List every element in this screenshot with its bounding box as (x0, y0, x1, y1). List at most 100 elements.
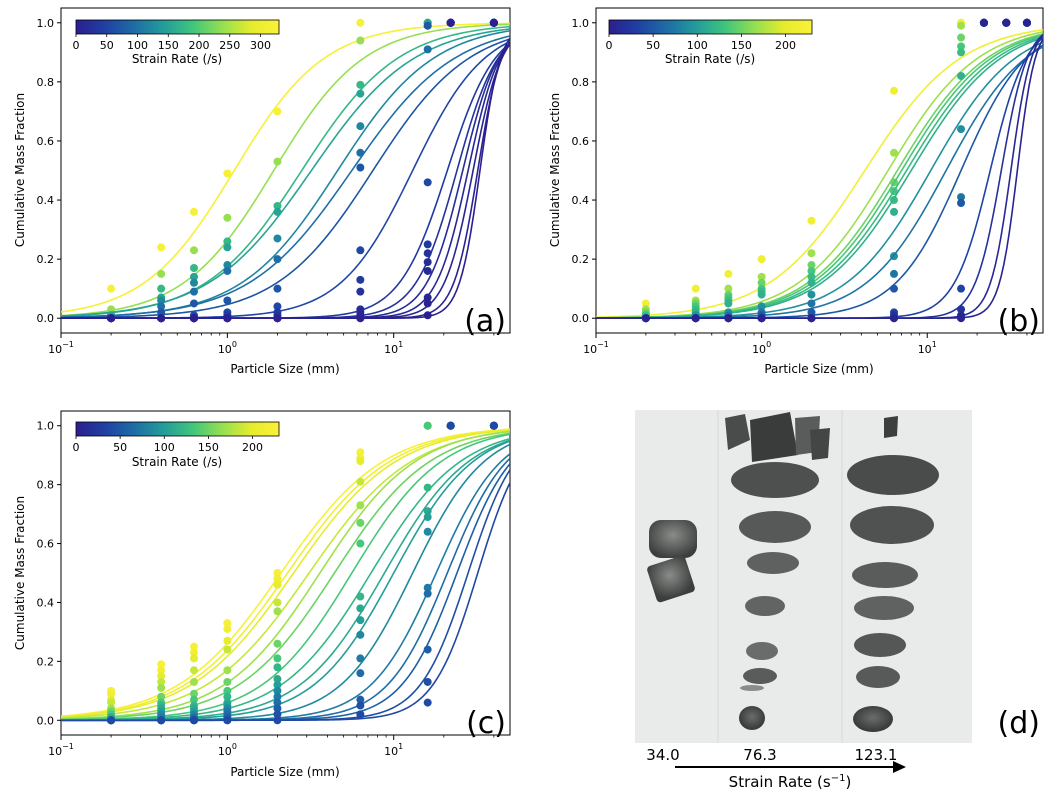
series-data-point (757, 278, 766, 287)
panel-c-colorbar-bar (75, 421, 280, 437)
panel-a-plot: 0.0 0.2 0.4 0.6 0.8 1.0 10−1 100 101 (37, 7, 511, 356)
panel-c-xlabel: Particle Size (mm) (230, 765, 339, 779)
strain-label-1: 34.0 (646, 746, 679, 764)
series-data-point (890, 86, 898, 95)
series-data-point (223, 619, 232, 628)
series-fit-line (596, 36, 1043, 319)
series-data-point (273, 692, 282, 701)
fragments-76 (725, 412, 830, 730)
series-data-point (957, 42, 966, 51)
series-data-point (356, 695, 365, 704)
y-tick-label: 0.8 (37, 479, 55, 492)
series-data-point (356, 36, 365, 45)
series-data-point (356, 448, 365, 457)
series-data-point (189, 716, 198, 725)
series-data-point (807, 299, 816, 308)
series-data-point (273, 698, 282, 707)
series-data-point (423, 645, 432, 654)
series-data-point (890, 207, 898, 216)
series-data-point (957, 125, 966, 134)
series-data-point (157, 269, 166, 278)
series-data-point (724, 284, 733, 293)
series-data-point (423, 293, 432, 302)
series-data-point (273, 704, 282, 713)
colorbar-tick-label: 100 (127, 39, 148, 52)
series-data-point (189, 207, 198, 216)
panel-a-ylabel: Cumulative Mass Fraction (13, 93, 27, 247)
colorbar-tick-label: 150 (731, 39, 752, 52)
panel-b-colorbar-bar (608, 19, 813, 35)
series-data-point (423, 240, 432, 249)
series-data-point (107, 716, 116, 725)
series-data-point (273, 675, 282, 684)
panel-b-colorbar: 0 50 100 150 200 Strain Rate (/s) (606, 19, 813, 66)
series-data-point (724, 314, 733, 323)
series-data-point (273, 686, 282, 695)
series-data-point (757, 255, 766, 264)
plot-frame (60, 410, 511, 736)
series-group (596, 18, 1043, 323)
series-data-point (356, 287, 365, 296)
series-data-point (356, 148, 365, 157)
strain-axis-arrowhead (893, 761, 906, 773)
series-data-point (273, 680, 282, 689)
series-group (61, 421, 510, 725)
series-data-point (724, 269, 733, 278)
series-data-point (223, 169, 232, 178)
series-data-point (807, 290, 816, 299)
series-data-point (273, 201, 282, 210)
series-data-point (157, 308, 166, 317)
series-data-point (223, 692, 232, 701)
series-data-point (890, 269, 898, 278)
series-data-point (107, 314, 116, 323)
x-tick-label: 10−1 (583, 340, 609, 356)
series-data-point (356, 275, 365, 284)
series-data-point (957, 314, 966, 323)
series-data-point (890, 148, 898, 157)
series-fit-line (596, 33, 1043, 319)
series-data-point (356, 80, 365, 89)
series-data-point (356, 457, 365, 466)
series-data-point (189, 287, 198, 296)
panel-a-colorbar-bar (75, 19, 280, 35)
series-data-point (807, 261, 816, 270)
panel-c-colorbar-label: Strain Rate (/s) (132, 455, 222, 469)
series-data-point (273, 157, 282, 166)
colorbar-tick-label: 150 (158, 39, 179, 52)
series-data-point (356, 163, 365, 172)
series-fit-line (61, 482, 510, 722)
x-tick-label: 10−1 (48, 340, 74, 356)
series-data-point (423, 266, 432, 275)
series-data-point (446, 421, 455, 430)
series-data-point (189, 666, 198, 675)
series-data-point (423, 507, 432, 516)
series-data-point (423, 258, 432, 267)
series-data-point (189, 695, 198, 704)
series-data-point (273, 234, 282, 243)
series-data-point (423, 21, 432, 30)
colorbar-tick-label: 50 (646, 39, 660, 52)
series-data-point (189, 272, 198, 281)
colorbar-tick-label: 200 (189, 39, 210, 52)
panel-a-xlabel: Particle Size (mm) (230, 362, 339, 376)
series-data-point (356, 314, 365, 323)
series-group (61, 18, 510, 323)
y-tick-label: 0.2 (572, 253, 590, 266)
series-fit-line (61, 23, 510, 317)
y-tick-label: 0.6 (572, 135, 590, 148)
series-fit-line (61, 428, 510, 717)
series-data-point (807, 266, 816, 275)
colorbar-tick-label: 50 (113, 441, 127, 454)
panel-c-letter: (c) (466, 706, 506, 741)
series-data-point (189, 654, 198, 663)
series-data-point (757, 314, 766, 323)
series-data-point (157, 683, 166, 692)
series-data-point (189, 642, 198, 651)
series-data-point (223, 296, 232, 305)
series-data-point (957, 305, 966, 314)
series-data-point (189, 689, 198, 698)
y-tick-label: 0.2 (37, 253, 55, 266)
series-data-point (157, 243, 166, 252)
series-data-point (157, 660, 166, 669)
